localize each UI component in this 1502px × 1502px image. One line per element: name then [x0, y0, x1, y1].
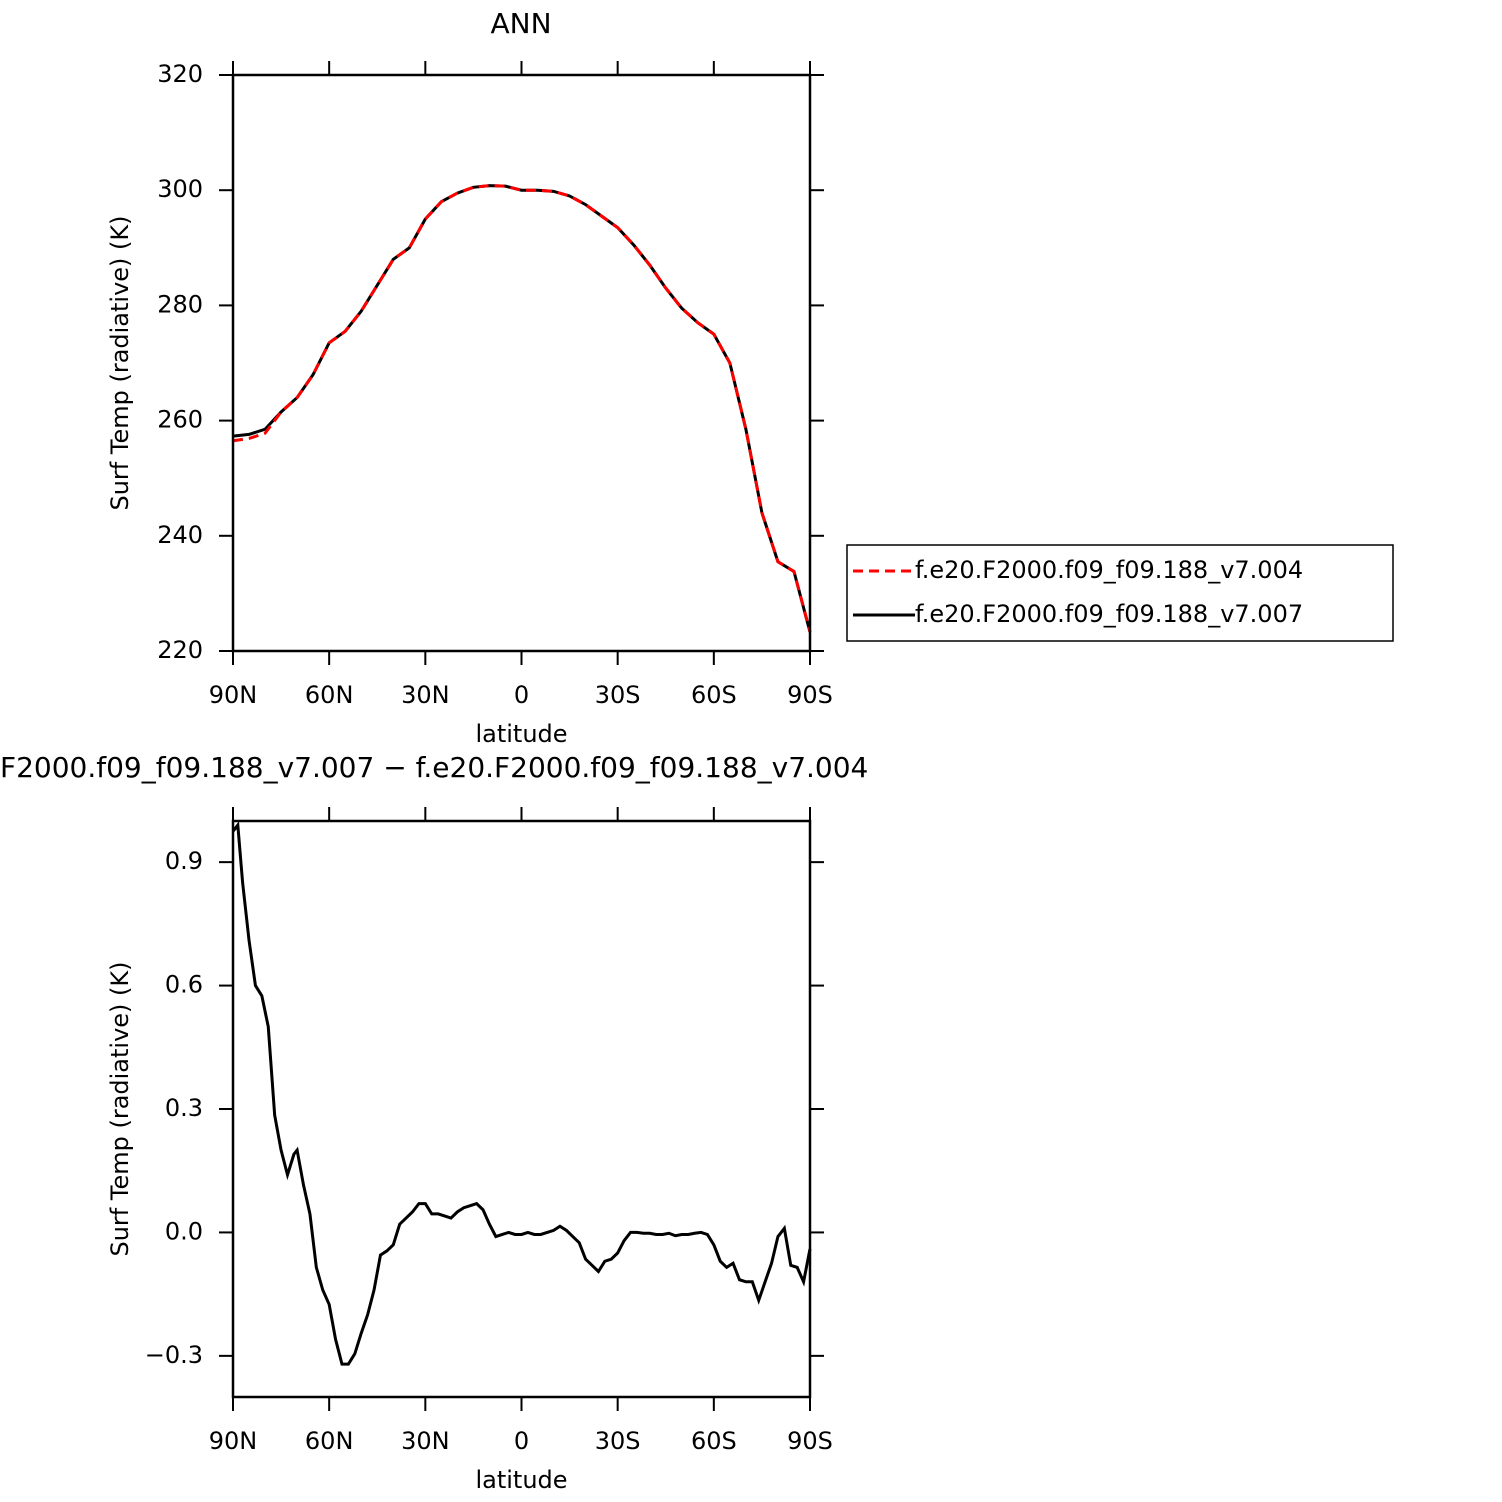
- x-tick-label: 60N: [305, 1427, 354, 1455]
- x-tick-label: 90S: [787, 681, 833, 709]
- legend-label: f.e20.F2000.f09_f09.188_v7.007: [915, 600, 1303, 628]
- x-tick-label: 30S: [595, 1427, 641, 1455]
- x-tick-label: 30N: [401, 681, 450, 709]
- y-tick-label: 0.0: [165, 1217, 203, 1245]
- chart-title: F2000.f09_f09.188_v7.007 − f.e20.F2000.f…: [0, 751, 868, 784]
- legend-label: f.e20.F2000.f09_f09.188_v7.004: [915, 556, 1303, 584]
- x-tick-label: 90N: [209, 681, 258, 709]
- y-tick-label: 240: [157, 521, 203, 549]
- y-tick-label: 300: [157, 175, 203, 203]
- y-tick-label: 260: [157, 406, 203, 434]
- y-tick-label: 320: [157, 60, 203, 88]
- data-line: [232, 184, 812, 633]
- x-tick-label: 90N: [209, 1427, 258, 1455]
- y-tick-label: 0.9: [165, 847, 203, 875]
- y-tick-label: 0.3: [165, 1094, 203, 1122]
- y-tick-label: −0.3: [145, 1341, 203, 1369]
- data-line: [232, 184, 812, 633]
- chart-title: ANN: [490, 7, 551, 40]
- y-tick-label: 0.6: [165, 971, 203, 999]
- x-axis-label: latitude: [475, 1466, 567, 1494]
- y-axis-label: Surf Temp (radiative) (K): [106, 215, 134, 510]
- y-tick-label: 280: [157, 290, 203, 318]
- x-tick-label: 0: [514, 681, 529, 709]
- y-axis-label: Surf Temp (radiative) (K): [106, 961, 134, 1256]
- y-tick-label: 220: [157, 636, 203, 664]
- plot-frame: [231, 819, 812, 1399]
- x-tick-label: 0: [514, 1427, 529, 1455]
- x-tick-label: 30S: [595, 681, 641, 709]
- data-line: [231, 821, 812, 1366]
- x-tick-label: 60N: [305, 681, 354, 709]
- x-tick-label: 30N: [401, 1427, 450, 1455]
- x-tick-label: 90S: [787, 1427, 833, 1455]
- plot-frame: [231, 73, 812, 653]
- x-axis-label: latitude: [475, 720, 567, 748]
- x-tick-label: 60S: [691, 1427, 737, 1455]
- legend-box: [846, 544, 1394, 642]
- x-tick-label: 60S: [691, 681, 737, 709]
